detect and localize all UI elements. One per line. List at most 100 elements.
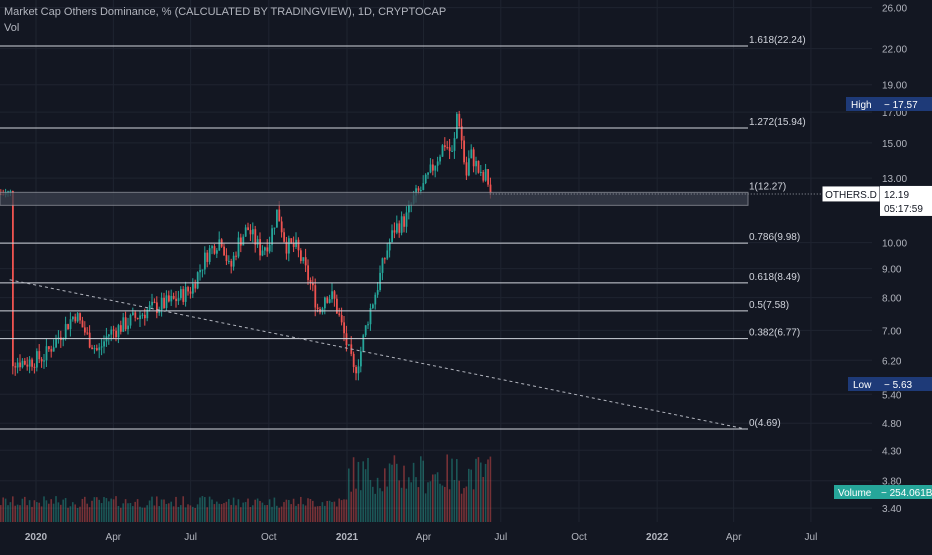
volume-bar <box>458 480 460 522</box>
candle-body <box>156 302 158 314</box>
volume-bar <box>472 489 475 522</box>
volume-bar <box>132 506 134 522</box>
candle-body <box>180 289 182 299</box>
volume-bar <box>348 468 350 522</box>
fib-level-label: 1.272(15.94) <box>749 117 806 128</box>
volume-bar <box>477 457 480 522</box>
volume-bar <box>2 497 4 522</box>
volume-bar <box>110 498 112 522</box>
volume-indicator-label: Vol <box>4 22 20 34</box>
volume-bar <box>386 486 388 522</box>
volume-bar <box>295 505 297 522</box>
volume-bar <box>288 500 290 522</box>
volume-bar <box>206 507 208 522</box>
candle-body <box>36 351 38 368</box>
volume-badge-label: Volume <box>838 488 872 499</box>
volume-bar <box>482 476 484 522</box>
volume-bar <box>112 499 115 522</box>
y-axis-tick-label: 9.00 <box>882 265 902 276</box>
volume-bar <box>62 499 64 522</box>
candle-body <box>175 298 177 302</box>
candle-body <box>300 250 302 261</box>
candle-body <box>326 297 329 303</box>
y-axis-tick-label: 3.80 <box>882 477 902 488</box>
candle-body <box>309 279 312 283</box>
x-axis-tick-label: Oct <box>261 532 277 543</box>
candle-body <box>88 332 91 348</box>
candle-body <box>424 174 427 184</box>
x-axis-tick-label: Apr <box>416 532 432 543</box>
candle-body <box>86 332 89 334</box>
volume-bar <box>237 499 240 522</box>
volume-bar <box>489 456 492 522</box>
candle-body <box>228 260 230 262</box>
volume-bar <box>396 463 398 522</box>
volume-bar <box>168 503 170 522</box>
x-axis-tick-label: Oct <box>571 532 587 543</box>
volume-bar <box>420 456 422 522</box>
volume-bar <box>199 497 201 522</box>
candle-body <box>364 325 367 336</box>
volume-bar <box>76 507 79 522</box>
volume-bar <box>50 499 52 522</box>
y-axis-tick-label: 8.00 <box>882 294 902 305</box>
volume-bar <box>357 461 360 522</box>
volume-bar <box>254 499 256 522</box>
volume-bar <box>316 506 319 522</box>
candle-body <box>307 265 309 280</box>
candle-body <box>393 230 396 233</box>
candle-body <box>280 221 283 233</box>
volume-bar <box>324 505 326 522</box>
volume-bar <box>415 477 417 522</box>
volume-bar <box>456 459 458 522</box>
candle-body <box>422 183 425 191</box>
volume-bar <box>434 474 436 522</box>
volume-bar <box>328 500 331 522</box>
high-value-badge <box>882 97 932 111</box>
volume-bar <box>7 505 9 522</box>
x-axis-tick-label: Jul <box>184 532 197 543</box>
volume-bar <box>129 502 132 522</box>
volume-bar <box>45 500 48 522</box>
candle-body <box>194 283 197 289</box>
volume-bar <box>96 497 98 522</box>
candle-body <box>472 149 475 167</box>
candle-body <box>16 362 19 368</box>
volume-bar <box>115 496 117 522</box>
candle-body <box>201 269 204 271</box>
candle-body <box>276 209 278 228</box>
candle-body <box>26 364 29 367</box>
volume-badge <box>834 485 880 499</box>
volume-bar <box>417 487 420 522</box>
fib-level-label: 1.618(22.24) <box>749 35 806 46</box>
volume-bar <box>223 503 225 522</box>
candle-body <box>52 347 55 352</box>
candle-body <box>28 359 31 367</box>
volume-bar <box>218 503 220 522</box>
candle-body <box>398 223 401 233</box>
x-axis-tick-label: Apr <box>106 532 122 543</box>
candle-body <box>408 204 410 213</box>
volume-bar <box>372 486 374 522</box>
volume-bar <box>84 496 86 522</box>
volume-bar <box>127 503 129 522</box>
candle-body <box>343 322 345 334</box>
candle-body <box>480 171 482 173</box>
volume-bar <box>64 498 67 522</box>
candle-body <box>386 250 389 259</box>
volume-bar <box>336 506 338 522</box>
volume-bar <box>424 493 427 522</box>
volume-bar <box>362 461 364 522</box>
candle-body <box>127 325 129 330</box>
volume-bar <box>429 481 432 522</box>
candle-body <box>316 307 319 309</box>
volume-bar <box>156 496 158 522</box>
fib-level-label: 0(4.69) <box>749 418 781 429</box>
volume-bar <box>211 499 213 522</box>
candle-body <box>69 319 72 330</box>
volume-bar <box>38 502 40 522</box>
candle-body <box>271 228 273 245</box>
volume-bar <box>187 504 189 522</box>
